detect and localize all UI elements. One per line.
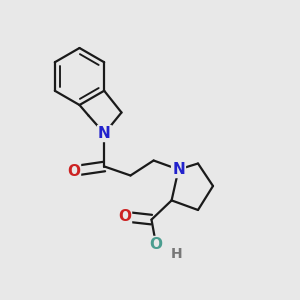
Text: O: O	[149, 237, 163, 252]
Text: O: O	[67, 164, 80, 178]
Text: N: N	[98, 126, 111, 141]
Text: H: H	[171, 248, 183, 261]
Text: N: N	[172, 162, 185, 177]
Text: O: O	[118, 209, 131, 224]
